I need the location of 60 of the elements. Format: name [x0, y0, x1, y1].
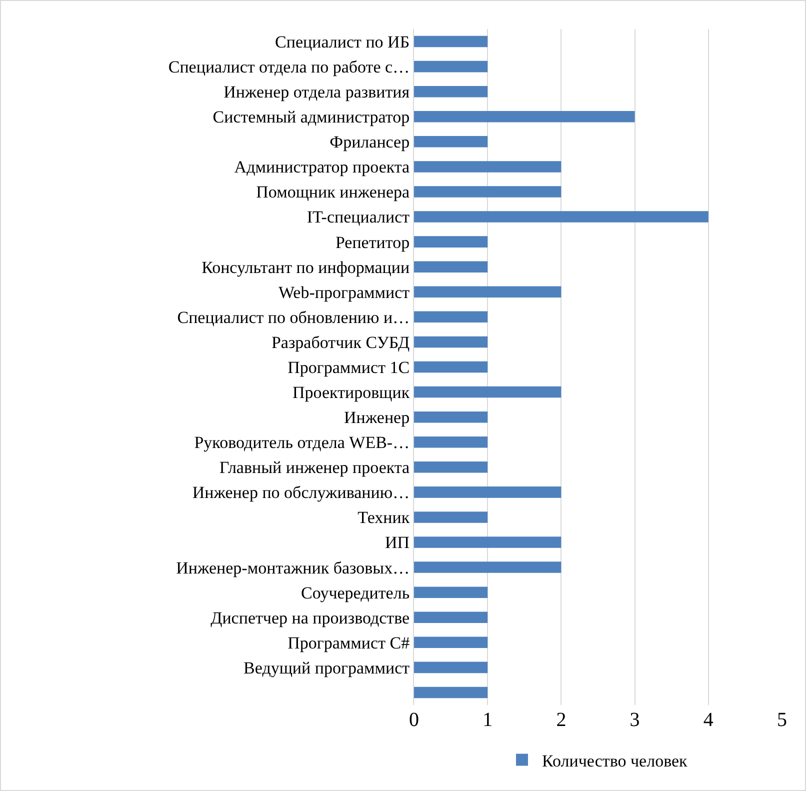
bar	[414, 111, 635, 122]
y-tick-label: Инженер	[344, 408, 410, 428]
x-tick-label: 0	[409, 709, 419, 731]
bar	[414, 686, 488, 698]
y-tick-label: Разработчик СУБД	[271, 332, 410, 352]
y-tick-label: Инженер отдела развития	[224, 82, 410, 102]
y-tick-label: Соучередитель	[301, 583, 410, 602]
y-tick-label: Помощник инженера	[256, 182, 410, 202]
y-tick-label: Программист С#	[288, 633, 410, 652]
y-tick-label: IT-специалист	[306, 208, 410, 227]
bar	[414, 36, 488, 48]
y-tick-label: Репетитор	[335, 232, 410, 252]
bar	[414, 311, 488, 323]
y-tick-label: Инженер по обслуживанию…	[192, 483, 410, 502]
y-tick-label: ИП	[385, 533, 410, 552]
bar	[414, 361, 488, 373]
bar	[414, 286, 562, 298]
bar	[414, 411, 488, 423]
y-tick-label: Техник	[358, 508, 410, 528]
x-tick-label: 3	[630, 709, 640, 731]
y-tick-label: Руководитель отдела WEB-…	[194, 433, 410, 452]
y-tick-label: Фрилансер	[330, 132, 410, 152]
bar	[414, 386, 562, 398]
x-tick-label: 5	[777, 709, 787, 731]
bar	[414, 86, 488, 98]
y-tick-label: Специалист по ИБ	[275, 32, 410, 52]
y-tick-label: Web-программист	[278, 282, 410, 302]
y-tick-label: Главный инженер проекта	[219, 458, 410, 478]
y-tick-label: Программист 1С	[288, 358, 410, 377]
bar	[414, 60, 488, 72]
y-tick-label: Проектировщик	[292, 382, 410, 402]
y-tick-label: Консультант по информации	[202, 258, 410, 277]
x-tick-label: 4	[703, 709, 714, 731]
bar	[414, 486, 562, 498]
bar	[414, 436, 488, 448]
bar	[414, 336, 488, 348]
y-tick-label: Ведущий программист	[244, 658, 410, 678]
y-tick-label: Системный администратор	[212, 108, 410, 127]
bar	[414, 586, 488, 598]
bar	[414, 186, 562, 198]
bar	[414, 512, 488, 523]
bar	[414, 636, 488, 648]
y-tick-label: Инженер-монтажник базовых…	[176, 558, 410, 578]
bar	[414, 211, 708, 222]
bar	[414, 136, 488, 148]
y-tick-label: Специалист по обновлению и…	[177, 308, 410, 327]
y-tick-label: Диспетчер на производстве	[210, 608, 410, 628]
y-tick-label: Администратор проекта	[234, 158, 410, 177]
x-tick-label: 1	[482, 709, 493, 731]
bar	[414, 236, 488, 248]
y-tick-label: Специалист отдела по работе с…	[168, 58, 410, 77]
bar	[414, 662, 488, 674]
bar	[414, 462, 488, 473]
bar	[414, 536, 562, 548]
bar	[414, 562, 562, 573]
bar	[414, 261, 488, 272]
x-tick-label: 2	[556, 709, 566, 731]
bar	[414, 612, 488, 623]
legend-label: Количество человек	[542, 751, 688, 770]
bar	[414, 161, 562, 172]
